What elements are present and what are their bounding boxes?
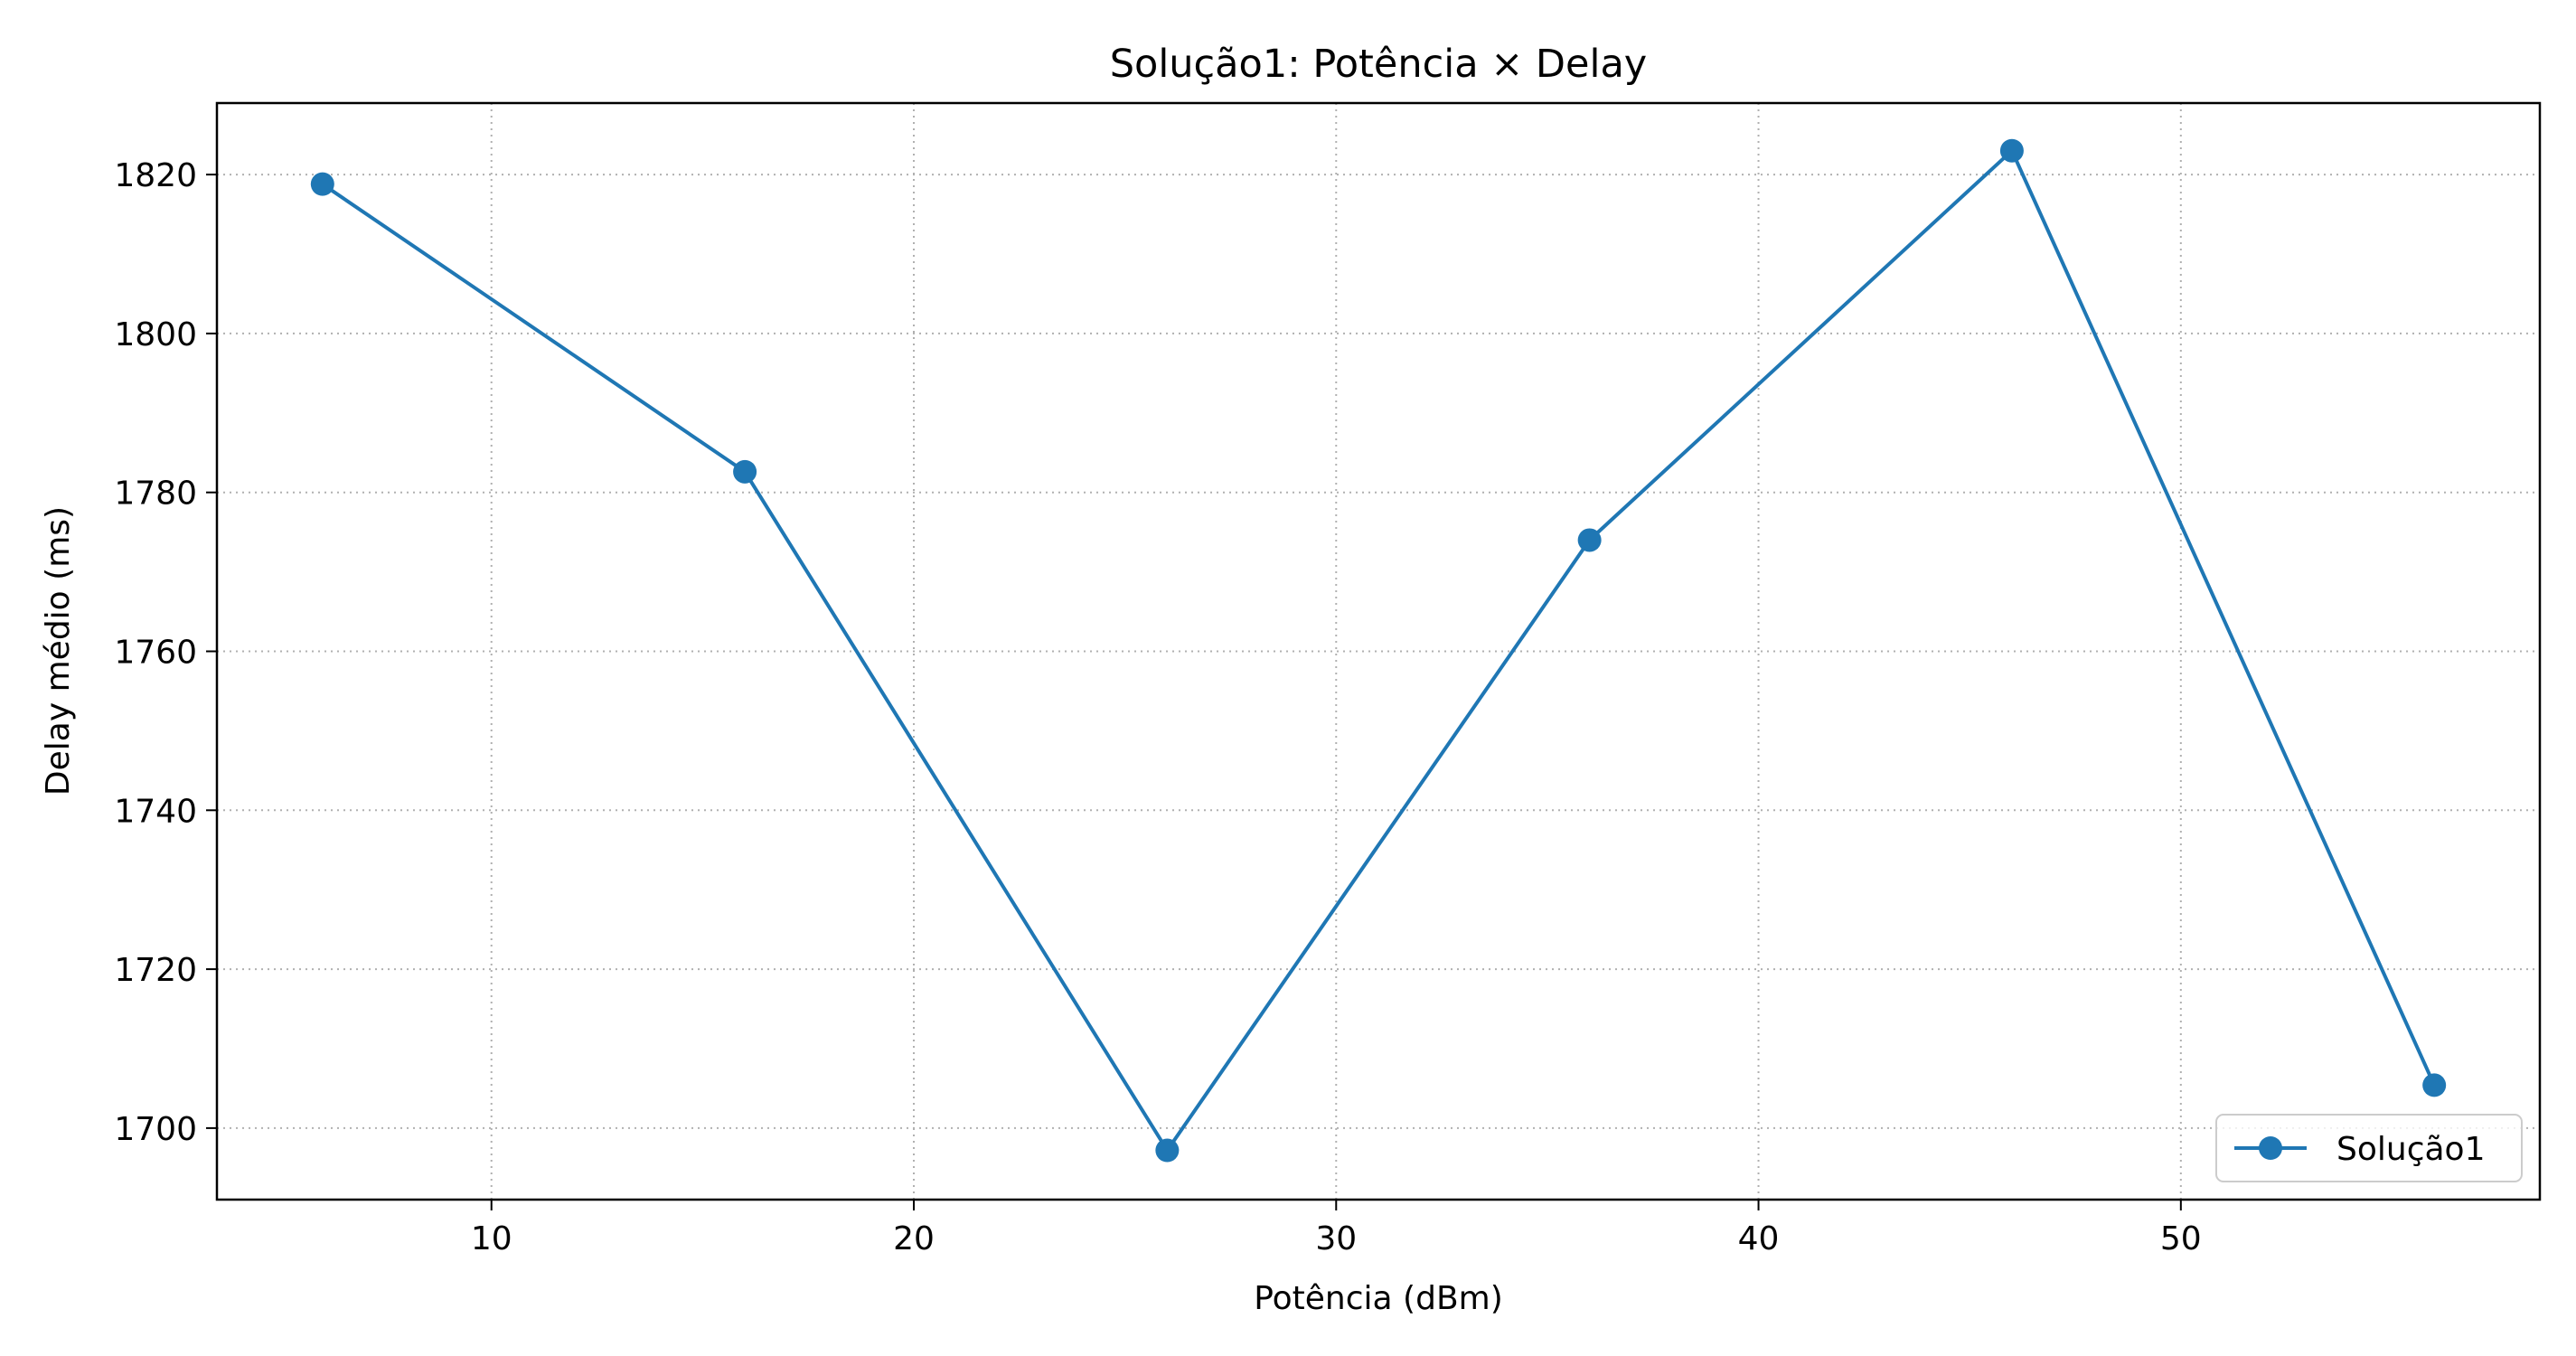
y-tick-label: 1740 (114, 793, 197, 830)
y-tick-label: 1700 (114, 1111, 197, 1148)
x-tick-label: 20 (893, 1220, 935, 1257)
grid-lines (217, 103, 2540, 1200)
data-series (310, 138, 2447, 1163)
legend-marker-swatch (2259, 1136, 2282, 1160)
series-line (320, 148, 2437, 1153)
y-axis-label: Delay médio (ms) (40, 506, 77, 796)
x-axis-ticks: 10 20 30 40 50 (471, 1200, 2202, 1257)
x-tick-label: 30 (1315, 1220, 1357, 1257)
x-tick-label: 10 (471, 1220, 512, 1257)
data-point (1999, 138, 2024, 163)
data-point (1577, 528, 1602, 552)
legend-box (2215, 1114, 2523, 1182)
y-axis-ticks: 1700 1720 1740 1760 1780 1800 1820 (114, 157, 217, 1148)
data-point (2422, 1073, 2447, 1097)
data-point (733, 459, 757, 484)
y-tick-label: 1720 (114, 952, 197, 989)
y-tick-label: 1820 (114, 157, 197, 194)
x-tick-label: 50 (2160, 1220, 2202, 1257)
data-point (310, 172, 334, 196)
data-point (1155, 1138, 1180, 1163)
x-tick-label: 40 (1738, 1220, 1780, 1257)
legend: Solução1 (2215, 1114, 2523, 1182)
legend-label: Solução1 (2336, 1131, 2485, 1168)
x-axis-label: Potência (dBm) (1254, 1280, 1503, 1317)
y-tick-label: 1760 (114, 635, 197, 672)
y-tick-label: 1800 (114, 316, 197, 353)
chart-title: Solução1: Potência × Delay (1110, 42, 1648, 87)
y-tick-label: 1780 (114, 476, 197, 513)
